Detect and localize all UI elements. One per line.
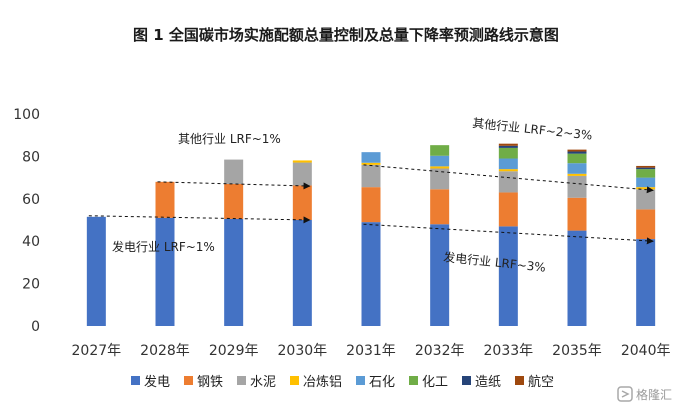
bar-segment xyxy=(636,187,656,190)
legend-label: 石化 xyxy=(369,375,395,390)
legend-swatch xyxy=(184,376,193,385)
trend-line-power-phase2 xyxy=(363,223,654,245)
x-axis: 2027年 2028年 2029年 2030年 2031年 2032年 2033年 2035年… xyxy=(72,343,671,359)
bar-segment xyxy=(567,153,587,164)
bar-segment xyxy=(636,189,656,210)
bar-segment xyxy=(292,220,312,326)
annotation-power-lrf-1: 发电行业 LRF~1% xyxy=(112,239,215,254)
bar-segment xyxy=(636,167,656,170)
bar-segment xyxy=(361,152,381,163)
bar-segment xyxy=(636,165,656,168)
bars-layer xyxy=(86,143,656,326)
bar-segment xyxy=(430,224,450,326)
trend-line-other-phase2 xyxy=(363,164,654,194)
x-tick-label: 2030年 xyxy=(278,343,328,359)
y-tick-label: 60 xyxy=(22,192,40,208)
bar-segment xyxy=(224,218,244,326)
legend-label: 水泥 xyxy=(250,375,276,390)
x-tick-label: 2032年 xyxy=(415,343,465,359)
x-tick-label: 2028年 xyxy=(140,343,190,359)
legend-swatch xyxy=(290,376,299,385)
bar-segment xyxy=(498,169,518,172)
bar-segment xyxy=(567,175,587,198)
bar-segment xyxy=(498,147,518,159)
x-tick-label: 2033年 xyxy=(484,343,534,359)
bar-segment xyxy=(361,162,381,165)
bar-segment xyxy=(498,192,518,227)
annotation-power-lrf-3: 发电行业 LRF~3% xyxy=(443,249,547,275)
bar-segment xyxy=(567,163,587,174)
legend-label: 造纸 xyxy=(475,375,501,390)
bar-segment xyxy=(567,173,587,176)
bar-segment xyxy=(224,159,244,184)
bar-segment xyxy=(567,230,587,326)
y-tick-label: 0 xyxy=(31,319,40,335)
bar-segment xyxy=(155,217,175,326)
chart-title: 图 1 全国碳市场实施配额总量控制及总量下降率预测路线示意图 xyxy=(133,26,559,44)
bar-segment xyxy=(361,187,381,223)
annotation-other-lrf-2-3: 其他行业 LRF~2~3% xyxy=(472,116,593,143)
annotation-other-lrf-1: 其他行业 LRF~1% xyxy=(178,132,281,146)
bar-segment xyxy=(567,151,587,154)
bar-segment xyxy=(498,226,518,326)
legend-label: 化工 xyxy=(422,375,448,390)
bar-segment xyxy=(498,171,518,193)
bar-segment xyxy=(292,185,312,220)
legend-swatch xyxy=(462,376,471,385)
x-tick-label: 2040年 xyxy=(621,343,671,359)
bar-segment xyxy=(224,183,244,219)
bar-segment xyxy=(155,181,175,218)
trend-line-other-phase1 xyxy=(157,181,311,190)
legend: 发电 钢铁 水泥 冶炼铝 石化 化工 造纸 航空 xyxy=(131,374,554,390)
watermark: 格隆汇 xyxy=(617,386,672,402)
bar-segment xyxy=(430,145,450,156)
bar-segment xyxy=(498,143,518,146)
bar-segment xyxy=(292,160,312,163)
bar-segment xyxy=(636,209,656,240)
bar-segment xyxy=(498,145,518,148)
bar-segment xyxy=(86,216,106,326)
x-tick-label: 2027年 xyxy=(72,343,122,359)
legend-label: 发电 xyxy=(144,374,170,390)
bar-segment xyxy=(430,166,450,169)
watermark-text: 格隆汇 xyxy=(636,387,672,402)
bar-segment xyxy=(636,239,656,326)
y-tick-label: 40 xyxy=(22,234,40,250)
legend-label: 钢铁 xyxy=(197,375,223,390)
bar-segment xyxy=(361,164,381,188)
legend-swatch xyxy=(237,376,246,385)
legend-swatch xyxy=(131,376,140,385)
y-tick-label: 80 xyxy=(22,149,40,165)
bar-segment xyxy=(430,168,450,190)
bar-segment xyxy=(636,169,656,178)
bar-segment xyxy=(567,197,587,231)
y-axis: 0 20 40 60 80 100 xyxy=(13,107,40,335)
legend-swatch xyxy=(409,376,418,385)
legend-label: 航空 xyxy=(528,374,554,390)
bar-segment xyxy=(498,158,518,170)
bar-segment xyxy=(430,189,450,225)
bar-segment xyxy=(567,149,587,152)
y-tick-label: 20 xyxy=(22,277,40,293)
trend-lines-layer xyxy=(88,164,654,245)
legend-swatch xyxy=(515,376,524,385)
legend-swatch xyxy=(356,376,365,385)
x-tick-label: 2035年 xyxy=(552,343,602,359)
x-tick-label: 2031年 xyxy=(346,343,396,359)
bar-segment xyxy=(361,222,381,326)
trend-line-power-phase1 xyxy=(88,215,311,224)
y-tick-label: 100 xyxy=(13,107,40,123)
x-tick-label: 2029年 xyxy=(209,343,259,359)
bar-segment xyxy=(430,155,450,167)
bar-segment xyxy=(292,162,312,186)
bar-segment xyxy=(636,177,656,188)
watermark-logo-icon xyxy=(617,386,633,402)
legend-label: 冶炼铝 xyxy=(303,375,342,390)
